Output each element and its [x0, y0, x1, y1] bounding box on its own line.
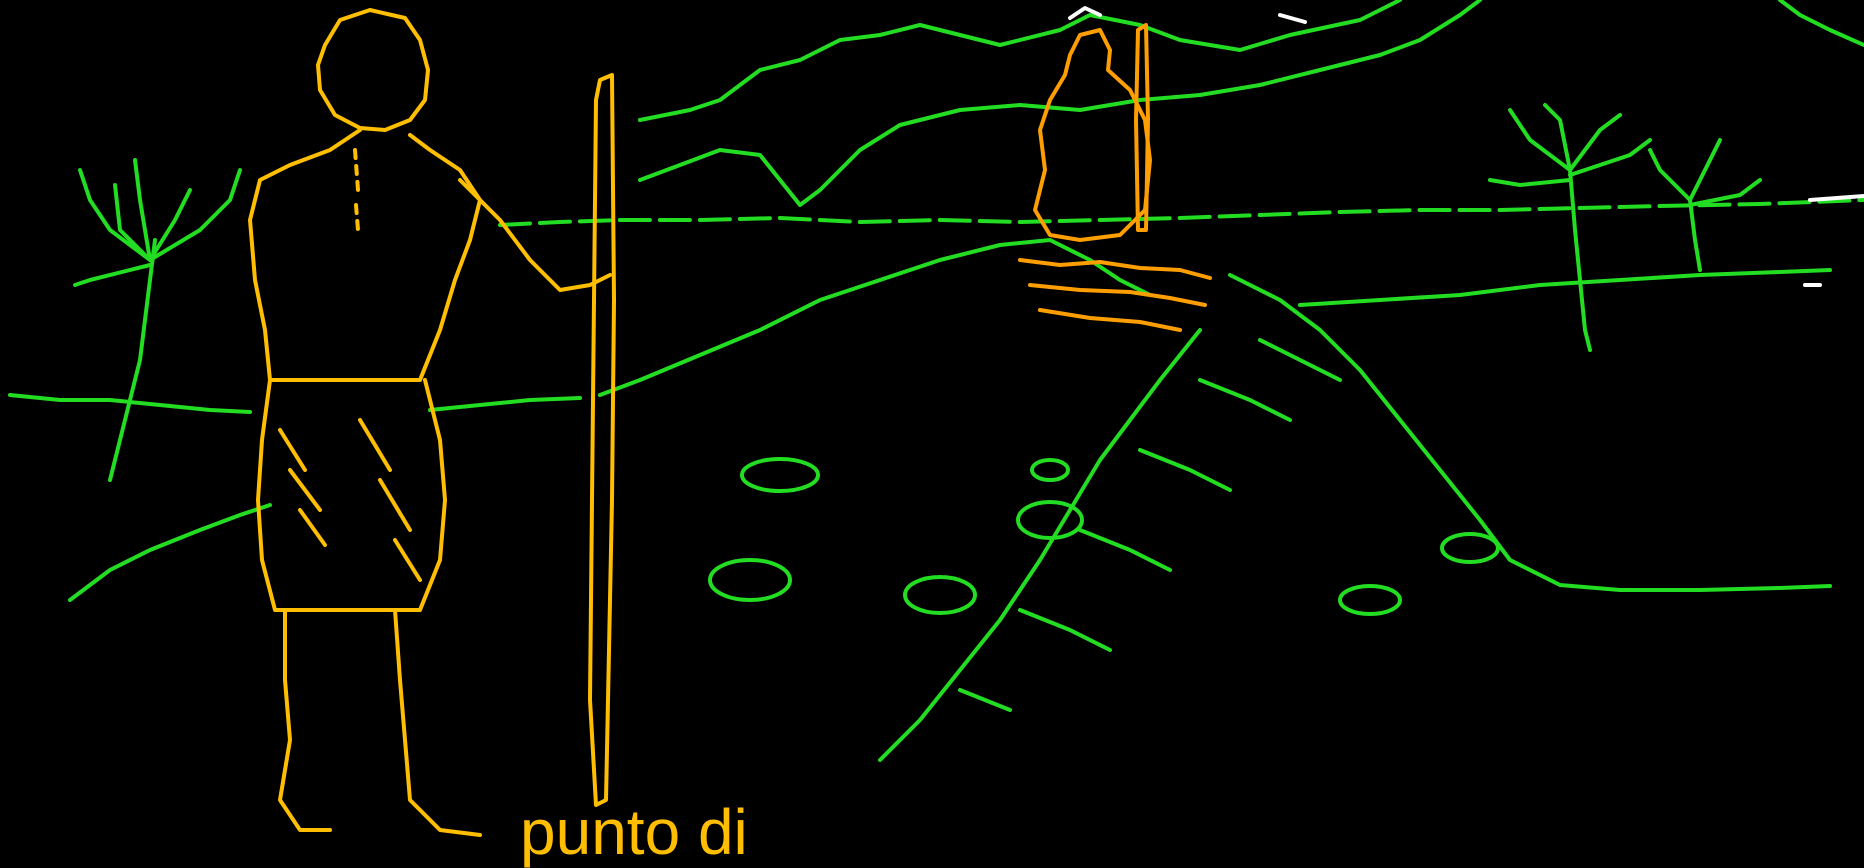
horizon-line — [498, 198, 1864, 227]
figure-staff — [588, 73, 616, 807]
rock-3 — [903, 575, 977, 615]
rock-1 — [740, 457, 820, 493]
rock-7 — [1440, 532, 1500, 564]
highlight-marks — [1068, 6, 1864, 287]
figure-skirt — [256, 378, 447, 612]
hill-line-upper — [638, 0, 1482, 207]
ground-line-left — [8, 393, 252, 414]
mountain-ridge — [638, 0, 1402, 122]
distant-figure-shadow — [1018, 258, 1212, 332]
foreground-figure — [248, 8, 616, 837]
road-edge-right — [1228, 273, 1832, 592]
ground-line-right — [1298, 268, 1832, 307]
road-shading — [878, 328, 1202, 762]
road-shading-2 — [958, 338, 1342, 712]
tree-right-2-trunk — [1688, 198, 1702, 272]
tree-right-2-branches — [1648, 138, 1762, 207]
highlight-mark — [1808, 194, 1864, 202]
tree-right-1-branches — [1488, 103, 1652, 187]
rock-5 — [1030, 458, 1070, 482]
highlight-mark — [1278, 13, 1307, 24]
distant-figure-body — [1033, 28, 1152, 242]
distant-figure-staff — [1134, 23, 1150, 232]
figure-right-arm — [458, 178, 612, 292]
mountain-right — [1778, 0, 1864, 47]
tree-left-trunk — [108, 238, 157, 482]
landscape-lines — [8, 0, 1864, 762]
figure-spine — [353, 148, 360, 232]
caption-text: punto di — [520, 796, 748, 868]
distant-figure — [1018, 23, 1212, 332]
rock-4 — [1016, 500, 1084, 540]
figure-legs — [278, 608, 482, 837]
figure-head — [316, 8, 430, 132]
tree-right-1-trunk — [1568, 168, 1592, 352]
ground-mid — [428, 396, 582, 412]
rock-2 — [708, 558, 792, 602]
figure-skirt-shading — [278, 418, 422, 582]
highlight-mark — [1068, 6, 1102, 20]
figure-torso — [248, 128, 482, 382]
tree-left-branches — [73, 158, 242, 287]
rock-6 — [1338, 584, 1402, 616]
ground-slope-left — [68, 503, 272, 602]
